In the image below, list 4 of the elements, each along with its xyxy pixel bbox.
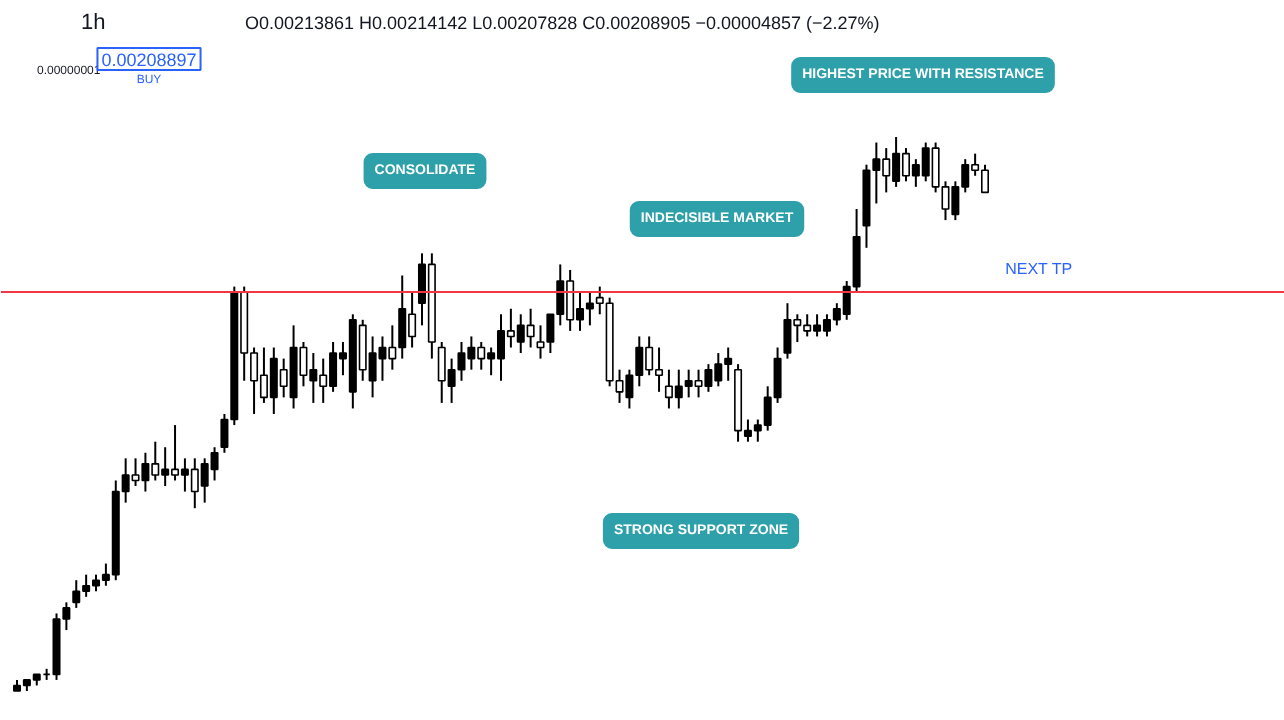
text: 0.00208897 [101, 50, 197, 70]
chart-subtitle: O0.00213861 H0.00214142 L0.00207828 C0.00208905 −0.00004857 (−2.27%) [245, 13, 880, 33]
text: NEXT TP [1005, 260, 1073, 278]
chart-title: 1h [81, 11, 106, 35]
